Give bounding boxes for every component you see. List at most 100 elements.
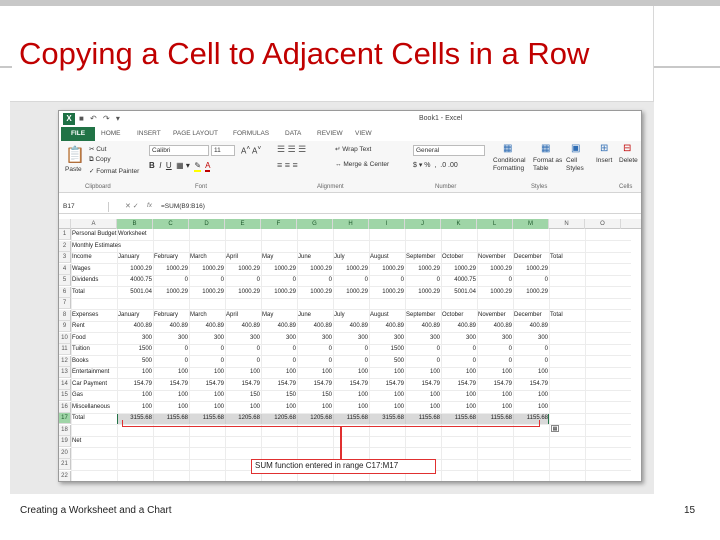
cell-b12[interactable]: 500	[141, 357, 152, 364]
cell-g5[interactable]: 0	[328, 277, 332, 283]
grow-shrink-font[interactable]: A˄ A˅	[241, 145, 262, 156]
cell-k15[interactable]: 100	[465, 392, 476, 398]
cell-g12[interactable]: 0	[328, 357, 332, 364]
cell-k4[interactable]: 1000.29	[454, 265, 476, 272]
cell-e8[interactable]: April	[226, 311, 239, 318]
cell-b13[interactable]: 100	[141, 369, 152, 375]
align-horizontal-icons[interactable]: ≡ ≡ ≡	[277, 160, 298, 170]
tab-formulas[interactable]: FORMULAS	[233, 130, 270, 137]
column-header-n[interactable]: N	[549, 219, 585, 229]
cell-c12[interactable]: 0	[184, 357, 188, 364]
row-header-13[interactable]: 13	[59, 367, 71, 378]
row-header-8[interactable]: 8	[59, 309, 71, 321]
cell-h3[interactable]: July	[334, 254, 345, 260]
cell-h13[interactable]: 100	[357, 369, 368, 375]
cell-f16[interactable]: 100	[285, 403, 296, 410]
cell-i14[interactable]: 154.79	[385, 380, 404, 387]
cell-b8[interactable]: January	[118, 311, 140, 318]
format-as-table-button[interactable]: Format as Table	[533, 157, 563, 172]
cell-e14[interactable]: 154.79	[241, 380, 260, 387]
cell-j10[interactable]: 300	[429, 334, 440, 341]
cell-d13[interactable]: 100	[213, 369, 224, 375]
cell-g16[interactable]: 100	[321, 403, 332, 410]
cell-m15[interactable]: 100	[537, 392, 548, 398]
row-header-19[interactable]: 19	[59, 436, 71, 447]
column-header-f[interactable]: F	[261, 219, 297, 229]
cell-b15[interactable]: 100	[141, 392, 152, 398]
cell-l5[interactable]: 0	[508, 277, 512, 283]
row-header-2[interactable]: 2	[59, 240, 71, 252]
cell-a3[interactable]: Income	[72, 254, 92, 260]
column-header-g[interactable]: G	[297, 219, 333, 229]
column-header-m[interactable]: M	[513, 219, 549, 229]
font-style-buttons[interactable]: B I U ▦ ▾ ✎ A	[149, 161, 211, 172]
cell-a13[interactable]: Entertainment	[72, 369, 110, 375]
cell-f8[interactable]: May	[262, 311, 274, 318]
cell-j4[interactable]: 1000.29	[418, 265, 440, 272]
cell-f15[interactable]: 150	[285, 392, 296, 398]
cell-c13[interactable]: 100	[177, 369, 188, 375]
cell-m14[interactable]: 154.79	[529, 380, 548, 387]
cell-m13[interactable]: 100	[537, 369, 548, 375]
formula-cancel-confirm[interactable]: ✕ ✓	[125, 203, 139, 210]
cell-k13[interactable]: 100	[465, 369, 476, 375]
cell-c11[interactable]: 0	[184, 346, 188, 352]
cell-d17[interactable]: 1155.68	[202, 415, 224, 421]
cell-c5[interactable]: 0	[184, 277, 188, 283]
cell-a9[interactable]: Rent	[72, 323, 85, 329]
cell-d10[interactable]: 300	[213, 334, 224, 341]
row-header-3[interactable]: 3	[59, 252, 71, 263]
cell-e17[interactable]: 1205.68	[238, 415, 260, 421]
cell-c9[interactable]: 400.89	[169, 323, 188, 329]
cell-k16[interactable]: 100	[465, 403, 476, 410]
cell-m9[interactable]: 400.89	[529, 323, 548, 329]
cell-l3[interactable]: November	[478, 254, 506, 260]
cell-e4[interactable]: 1000.29	[238, 265, 260, 272]
row-header-12[interactable]: 12	[59, 355, 71, 367]
cell-h8[interactable]: July	[334, 311, 345, 318]
cell-k5[interactable]: 4000.75	[454, 277, 476, 283]
cell-i9[interactable]: 400.89	[385, 323, 404, 329]
cell-c6[interactable]: 1000.29	[166, 288, 188, 295]
tab-review[interactable]: REVIEW	[317, 130, 343, 137]
cell-e6[interactable]: 1000.29	[238, 288, 260, 295]
cell-i3[interactable]: August	[370, 254, 389, 260]
formula-input[interactable]: =SUM(B9:B16)	[161, 203, 205, 210]
cell-g13[interactable]: 100	[321, 369, 332, 375]
cell-g3[interactable]: June	[298, 254, 312, 260]
cell-j13[interactable]: 100	[429, 369, 440, 375]
cell-a5[interactable]: Dividends	[72, 277, 99, 283]
cell-c8[interactable]: February	[154, 311, 179, 318]
cell-e11[interactable]: 0	[256, 346, 260, 352]
cell-j9[interactable]: 400.89	[421, 323, 440, 329]
column-header-h[interactable]: H	[333, 219, 369, 229]
cell-n17[interactable]	[549, 413, 585, 424]
row-header-10[interactable]: 10	[59, 332, 71, 344]
cell-d6[interactable]: 1000.29	[202, 288, 224, 295]
cell-d12[interactable]: 0	[220, 357, 224, 364]
tab-file[interactable]: FILE	[61, 127, 95, 141]
font-name-select[interactable]: Calibri	[149, 145, 209, 156]
cell-a2[interactable]: Monthly Estimates	[72, 242, 122, 249]
cell-n5[interactable]	[549, 275, 585, 286]
cell-a19[interactable]: Net	[72, 438, 82, 444]
conditional-formatting-button[interactable]: Conditional Formatting	[493, 157, 526, 172]
cell-m16[interactable]: 100	[537, 403, 548, 410]
row-header-4[interactable]: 4	[59, 263, 71, 275]
row-header-21[interactable]: 21	[59, 459, 71, 470]
cell-h10[interactable]: 300	[357, 334, 368, 341]
cell-f5[interactable]: 0	[292, 277, 296, 283]
row-header-22[interactable]: 22	[59, 470, 71, 481]
row-header-16[interactable]: 16	[59, 401, 71, 413]
cell-i5[interactable]: 0	[400, 277, 404, 283]
row-header-11[interactable]: 11	[59, 344, 71, 355]
cell-a12[interactable]: Books	[72, 357, 89, 364]
cell-d8[interactable]: March	[190, 311, 207, 318]
cell-l8[interactable]: November	[478, 311, 506, 318]
align-top-icons[interactable]: ☰ ☰ ☰	[277, 144, 307, 154]
number-format-buttons[interactable]: $ ▾ % , .0 .00	[413, 162, 458, 169]
cell-a11[interactable]: Tuition	[72, 346, 90, 352]
cell-m3[interactable]: December	[514, 254, 542, 260]
cell-k3[interactable]: October	[442, 254, 464, 260]
cell-d3[interactable]: March	[190, 254, 207, 260]
